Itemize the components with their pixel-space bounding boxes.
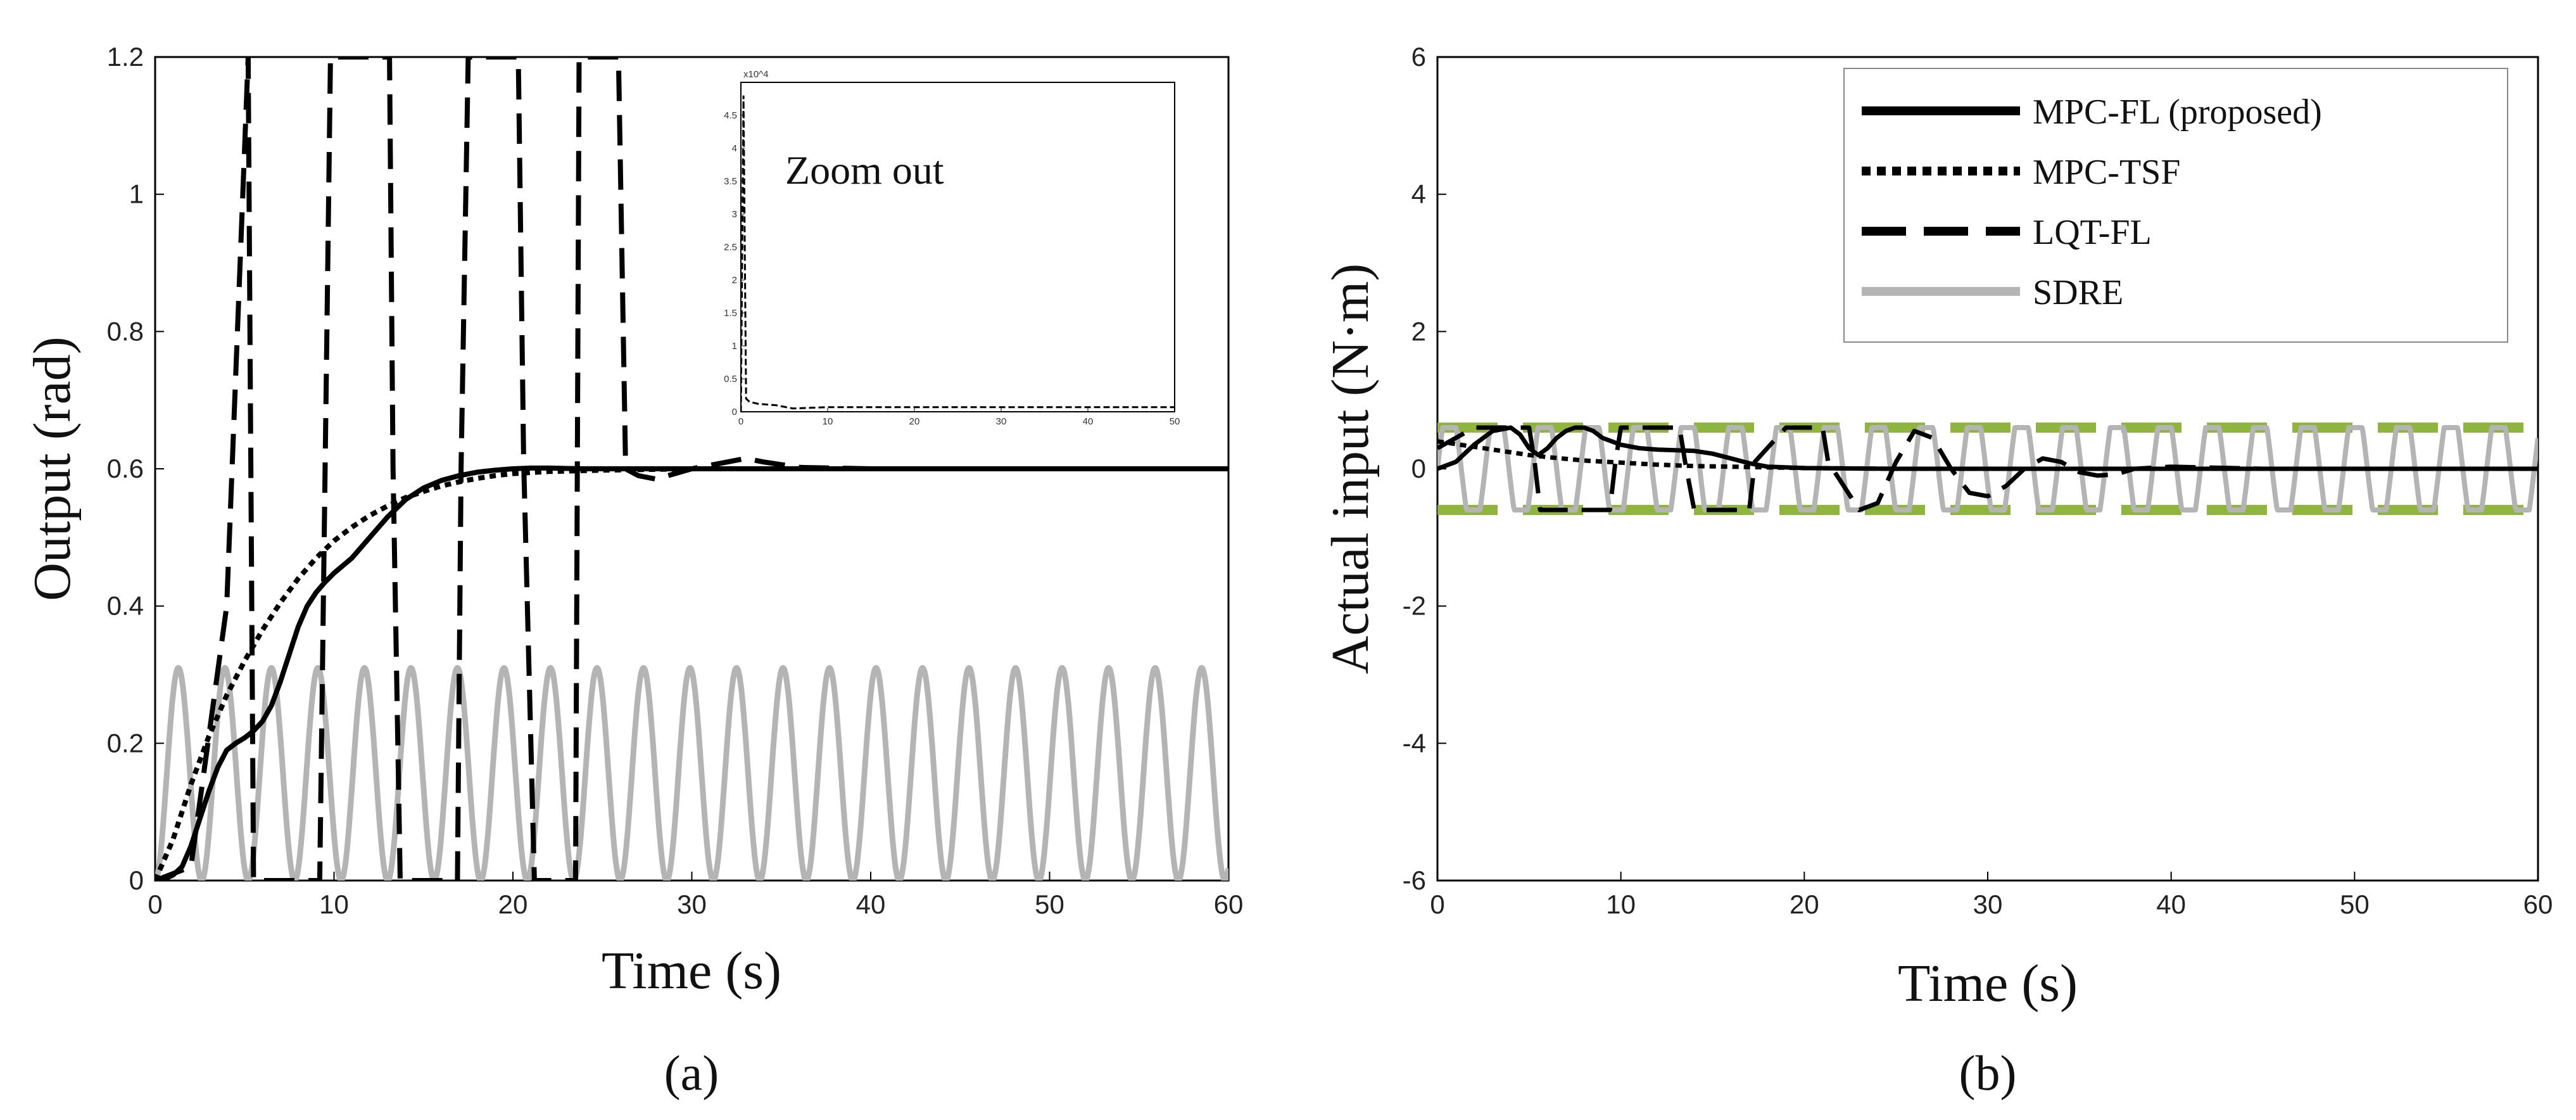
panel-a-xtick-label: 60 <box>1214 889 1244 919</box>
panel-a-ytick-label: 1.2 <box>107 42 144 72</box>
panel-a-xtick-label: 10 <box>319 889 349 919</box>
inset-zoom-out: x10^4 0 10 20 30 40 50 0 0.5 1 1.5 2 2.5 3 3.5 4 4.5 Zo… <box>724 69 1180 427</box>
inset-ytick-label: 0.5 <box>724 374 737 385</box>
panel-a-ytick-label: 0.4 <box>107 591 144 621</box>
panel-a-xtick-label: 20 <box>498 889 528 919</box>
panel-b-ytick-label: 4 <box>1411 179 1426 209</box>
inset-xtick-label: 40 <box>1083 416 1094 427</box>
panel-b-label: (b) <box>1959 1045 2017 1100</box>
panel-b-xtick-label: 30 <box>1973 889 2003 919</box>
panel-a-ytick-label: 0.8 <box>107 316 144 346</box>
panel-a-xtick-label: 40 <box>856 889 886 919</box>
inset-ytick-label: 3 <box>732 209 737 220</box>
legend-label-sdre: SDRE <box>2033 273 2123 312</box>
inset-label: Zoom out <box>785 148 944 193</box>
panel-a-label: (a) <box>664 1045 719 1100</box>
inset-xtick-label: 20 <box>909 416 920 427</box>
inset-ytick-label: 1 <box>732 341 737 352</box>
panel-b-ytick-label: -2 <box>1403 591 1426 621</box>
panel-b-xtick-label: 50 <box>2340 889 2370 919</box>
panel-a-ylabel: Output (rad) <box>23 336 82 601</box>
legend: MPC-FL (proposed) MPC-TSF LQT-FL SDRE <box>1843 68 2508 343</box>
panel-a-series-sdre <box>155 665 1228 881</box>
panel-b-ytick-label: 6 <box>1411 42 1426 72</box>
inset-ytick-label: 0 <box>732 407 737 417</box>
panel-b-series-sdre <box>1437 425 2538 512</box>
panel-a-ytick-label: 1 <box>129 179 144 209</box>
inset-ytick-label: 2 <box>732 275 737 286</box>
panel-a-ytick-label: 0.6 <box>107 454 144 483</box>
panel-b-series <box>1437 425 2538 512</box>
panel-b-chart: 0 10 20 30 40 50 60 -6 -4 -2 0 2 4 6 Time (s) Actual … <box>1321 42 2553 1100</box>
panel-b-xtick-label: 20 <box>1790 889 1819 919</box>
panel-b-series-lqt-fl <box>1437 425 2538 512</box>
panel-a-xtick-label: 0 <box>148 889 162 919</box>
inset-ytick-label: 1.5 <box>724 308 737 319</box>
panel-b-ytick-label: 2 <box>1411 316 1426 346</box>
legend-label-mpc-tsf: MPC-TSF <box>2033 153 2180 192</box>
inset-ticks: 0 10 20 30 40 50 0 0.5 1 1.5 2 2.5 3 3.5 4 4.5 <box>724 110 1180 427</box>
panel-b-xtick-label: 60 <box>2523 889 2553 919</box>
inset-xtick-label: 30 <box>996 416 1007 427</box>
inset-xtick-label: 0 <box>738 416 743 427</box>
panel-a-xtick-label: 50 <box>1035 889 1064 919</box>
panel-b-xtick-label: 40 <box>2156 889 2186 919</box>
panel-a-series-mpc-tsf <box>155 466 1228 881</box>
panel-b-ytick-label: -6 <box>1403 865 1426 895</box>
panel-b-series-mpc-fl-proposed <box>1437 425 2538 471</box>
panel-a-ytick-label: 0.2 <box>107 728 144 758</box>
panel-b-ylabel: Actual input (N·m) <box>1321 264 1380 675</box>
inset-ytick-label: 4 <box>732 143 737 154</box>
inset-xtick-label: 50 <box>1170 416 1180 427</box>
inset-series <box>741 95 1175 412</box>
panel-b-xtick-label: 0 <box>1430 889 1444 919</box>
panel-a-xtick-label: 30 <box>677 889 707 919</box>
panel-a-ytick-label: 0 <box>129 865 144 895</box>
inset-xtick-label: 10 <box>823 416 833 427</box>
panel-b-xtick-label: 10 <box>1606 889 1636 919</box>
panel-a-series-mpc-fl-proposed <box>155 465 1228 881</box>
legend-label-lqt-fl: LQT-FL <box>2033 213 2152 252</box>
legend-label-mpc-fl: MPC-FL (proposed) <box>2033 92 2322 132</box>
panel-a-xlabel: Time (s) <box>602 941 781 1000</box>
panel-a-series <box>155 57 1228 881</box>
inset-ytick-label: 2.5 <box>724 242 737 253</box>
inset-ytick-label: 4.5 <box>724 110 737 121</box>
inset-frame <box>740 82 1175 412</box>
panel-b-xlabel: Time (s) <box>1898 954 2078 1013</box>
inset-multiplier: x10^4 <box>743 69 769 80</box>
inset-ytick-label: 3.5 <box>724 176 737 187</box>
inset-series-lqt-fl <box>741 95 1175 412</box>
panel-b-ytick-label: -4 <box>1403 728 1426 758</box>
panel-b-ytick-label: 0 <box>1411 454 1426 483</box>
